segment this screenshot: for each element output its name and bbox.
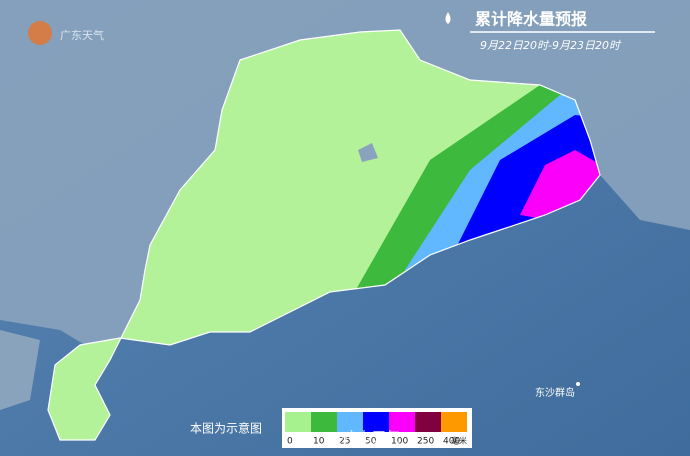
legend-swatch xyxy=(389,412,415,432)
legend-swatch xyxy=(415,412,441,432)
legend-swatch xyxy=(363,412,389,432)
legend-label: 400 xyxy=(443,437,460,447)
dongsha-marker xyxy=(576,382,580,386)
dongsha-label: 东沙群岛 xyxy=(535,386,575,399)
title: 累计降水量预报 xyxy=(475,10,587,29)
watermark: @广东天气 xyxy=(330,430,400,446)
logo-text: 广东天气 xyxy=(60,28,104,42)
logo-icon xyxy=(28,21,52,45)
legend-label: 50 xyxy=(365,437,377,447)
legend-swatch xyxy=(441,412,467,432)
hainan-land xyxy=(0,330,40,410)
legend-label: 25 xyxy=(339,437,350,447)
province-border xyxy=(47,29,601,441)
note: 本图为示意图 xyxy=(190,421,262,436)
lake xyxy=(358,143,378,162)
legend-swatch xyxy=(285,412,311,432)
legend-label: 250 xyxy=(417,437,434,447)
legend-swatch xyxy=(311,412,337,432)
legend-swatch xyxy=(337,412,363,432)
legend-unit: 毫米 xyxy=(451,436,467,446)
drop-icon xyxy=(445,12,451,24)
legend-label: 0 xyxy=(287,437,293,447)
legend-label: 10 xyxy=(313,437,325,447)
neighbor-land xyxy=(0,0,690,360)
subtitle: 9月22日20时-9月23日20时 xyxy=(480,39,622,52)
legend-label: 100 xyxy=(391,437,408,447)
